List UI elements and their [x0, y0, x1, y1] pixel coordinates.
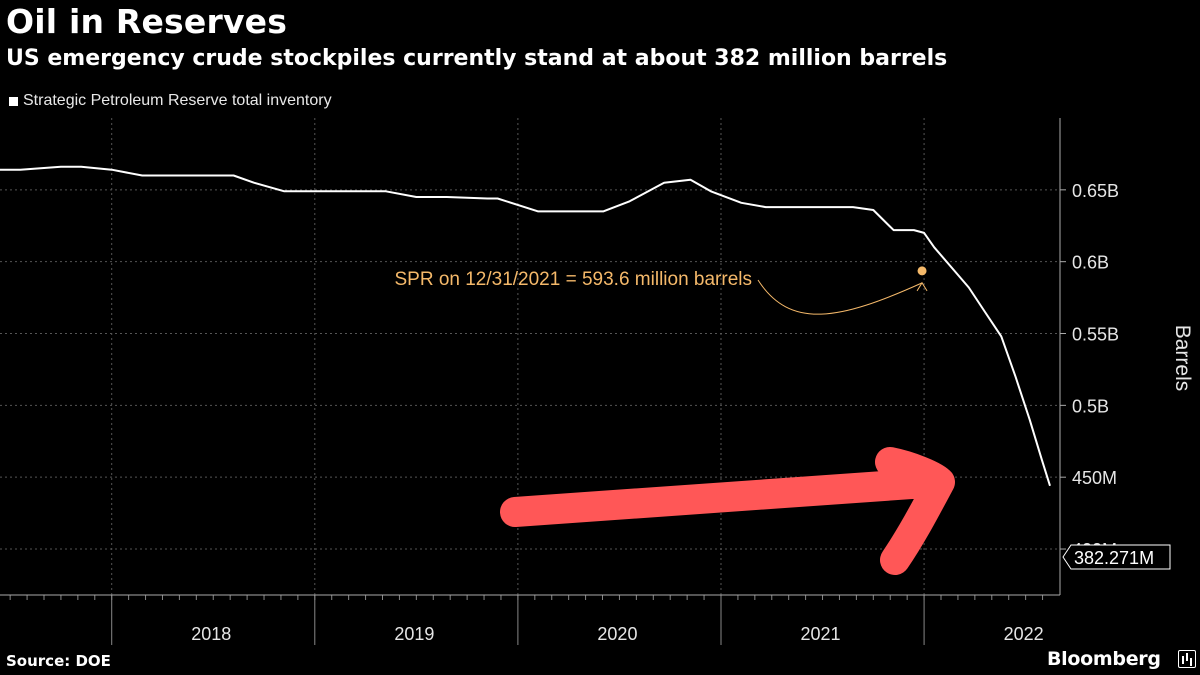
- brand-logo-text: Bloomberg: [1047, 648, 1161, 670]
- series-line: [0, 165, 1051, 487]
- last-value-label: 382.271M: [1074, 548, 1154, 568]
- terminal-icon: [1178, 650, 1196, 668]
- legend-swatch: [9, 96, 18, 106]
- y-tick-label: 0.6B: [1072, 253, 1109, 273]
- x-tick-label: 2021: [801, 624, 841, 644]
- annotation-point: [917, 266, 927, 276]
- x-tick-label: 2019: [394, 624, 434, 644]
- x-tick-label: 2020: [597, 624, 637, 644]
- annotation-arrow: [757, 279, 923, 315]
- x-tick-label: 2022: [1004, 624, 1044, 644]
- y-tick-label: 450M: [1072, 468, 1117, 488]
- source-note: Source: DOE: [6, 652, 111, 670]
- legend-label: Strategic Petroleum Reserve total invent…: [23, 92, 332, 109]
- x-tick-label: 2018: [191, 624, 231, 644]
- annotation-text: SPR on 12/31/2021 = 593.6 million barrel…: [394, 269, 752, 290]
- annotation-arrowhead: [916, 281, 928, 292]
- y-tick-label: 0.65B: [1072, 181, 1119, 201]
- chart-title: Oil in Reserves: [6, 2, 288, 41]
- legend: Strategic Petroleum Reserve total invent…: [9, 92, 332, 110]
- annotation-layer: SPR on 12/31/2021 = 593.6 million barrel…: [394, 266, 1171, 575]
- last-value-flag: [1062, 544, 1171, 570]
- y-tick-label: 0.55B: [1072, 325, 1119, 345]
- y-tick-label: 0.5B: [1072, 396, 1109, 416]
- highlight-arrow: [500, 447, 955, 575]
- axes: 0.65B0.6B0.55B0.5B450M400M20182019202020…: [0, 118, 1119, 645]
- y-axis-label: Barrels: [1171, 325, 1194, 392]
- chart-subtitle: US emergency crude stockpiles currently …: [6, 46, 948, 71]
- series-layer: [0, 165, 1051, 487]
- grid: [0, 118, 1060, 595]
